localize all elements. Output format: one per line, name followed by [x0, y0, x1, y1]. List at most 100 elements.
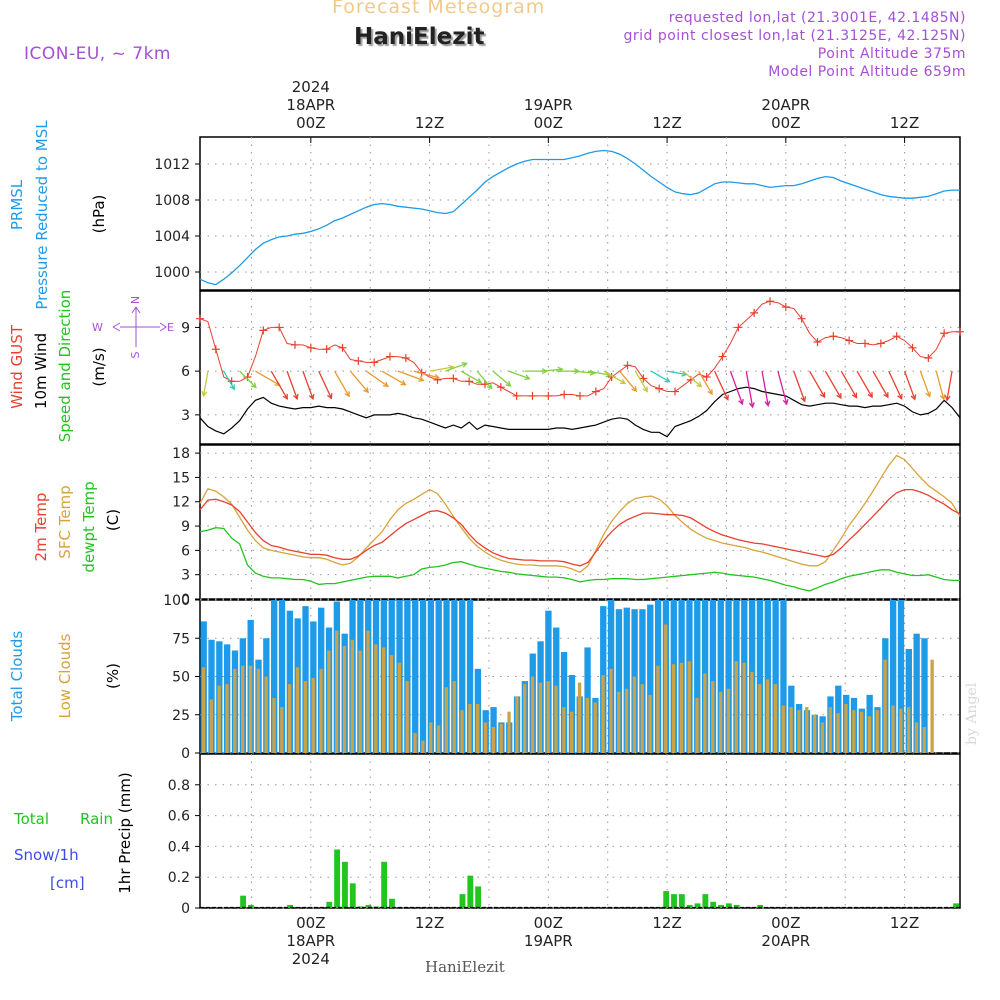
- wind-arrow: [824, 370, 842, 399]
- low-cloud-bar: [570, 711, 574, 753]
- y-tick-label: 0.6: [168, 809, 190, 825]
- total-cloud-bar: [466, 600, 474, 753]
- gust-marker: [196, 314, 204, 323]
- low-cloud-bar: [350, 639, 355, 753]
- y-tick-label: 0.8: [168, 778, 190, 794]
- wind-arrow: [223, 370, 235, 390]
- y-tick-label: 100: [163, 593, 190, 609]
- wind-arrowhead: [939, 394, 946, 401]
- low-cloud-bar: [632, 676, 637, 753]
- low-cloud-bar: [852, 710, 856, 753]
- wind-arrowhead: [250, 382, 257, 389]
- wind-arrowhead: [201, 390, 208, 398]
- y-tick-label: 3: [181, 408, 190, 424]
- y-tick-label: 0: [181, 746, 190, 762]
- pressure-line: [199, 149, 960, 286]
- top-year-label: 2024: [292, 78, 330, 96]
- low-cloud-bar: [609, 668, 613, 753]
- wind-arrowhead: [631, 386, 638, 393]
- wind-arrowhead: [707, 389, 713, 396]
- low-cloud-bar: [554, 685, 558, 753]
- gust-marker: [671, 387, 679, 396]
- rain-bar: [663, 891, 670, 908]
- total-cloud-bar: [897, 600, 905, 753]
- total-cloud-bar: [615, 609, 623, 753]
- wind-arrow: [429, 366, 454, 372]
- gust-marker: [259, 326, 268, 335]
- snow-label: Snow/1h: [14, 846, 79, 864]
- low-cloud-bar: [624, 688, 629, 753]
- total-cloud-bar: [780, 600, 787, 753]
- bottom-hour-label: 00Z: [534, 914, 563, 932]
- low-clouds-label: Low Clouds: [56, 633, 74, 718]
- low-cloud-bar: [836, 713, 840, 753]
- compass-s: S: [129, 351, 142, 358]
- gust-marker: [845, 336, 854, 345]
- wind-arrow: [318, 370, 333, 399]
- low-cloud-bar: [742, 662, 746, 753]
- wind-arrow: [381, 370, 406, 386]
- total-cloud-bar: [725, 600, 732, 753]
- gust-marker: [370, 358, 379, 367]
- top-hour-label: 12Z: [890, 114, 919, 132]
- y-tick-label: 0: [181, 592, 190, 608]
- compass-e: E: [167, 321, 174, 334]
- wind-arrow: [840, 370, 858, 398]
- rain-bar: [389, 898, 395, 908]
- total-cloud-bar: [459, 600, 466, 753]
- chart-title: Forecast Meteogram: [332, 0, 546, 18]
- low-cloud-bar: [476, 704, 480, 753]
- gust-marker: [306, 343, 315, 352]
- low-cloud-bar: [546, 681, 550, 753]
- model-altitude: Model Point Altitude 659m: [768, 64, 966, 80]
- wind-arrowhead: [851, 392, 858, 399]
- wind-arrow: [302, 370, 314, 400]
- low-cloud-bar: [397, 662, 402, 753]
- low-cloud-bar: [758, 684, 762, 753]
- gust-marker: [354, 356, 363, 365]
- gust-marker: [623, 361, 632, 370]
- panel-frame: [199, 290, 961, 445]
- dewpoint-label: dewpt Temp: [80, 481, 98, 572]
- total-cloud-bar: [694, 600, 701, 753]
- low-cloud-bar: [899, 708, 903, 753]
- wind-unit: (m/s): [90, 347, 108, 386]
- low-cloud-bar: [726, 688, 731, 753]
- rain-bar: [342, 861, 348, 908]
- wind-arrowhead: [400, 380, 407, 386]
- gust-marker: [211, 345, 220, 354]
- requested-coords: requested lon,lat (21.3001E, 42.1485N): [668, 10, 966, 26]
- low-cloud-bar: [875, 710, 879, 753]
- rain-bar: [694, 903, 701, 908]
- bottom-hour-label: 12Z: [652, 914, 681, 932]
- temp-2m-line: [199, 488, 961, 567]
- gust-marker: [639, 374, 648, 383]
- total-label: Total: [13, 810, 49, 828]
- wind-arrow: [460, 370, 482, 384]
- gridpoint-coords: grid point closest lon,lat (21.3125E, 42…: [623, 28, 966, 44]
- wind-arrow: [445, 362, 467, 372]
- total-cloud-bar: [271, 600, 278, 753]
- low-cloud-bar: [233, 668, 237, 753]
- top-date-label: 19APR: [524, 96, 573, 114]
- low-cloud-bar: [491, 726, 496, 753]
- wind-arrow: [793, 370, 806, 402]
- y-tick-label: 15: [172, 470, 190, 486]
- low-cloud-bar: [515, 696, 519, 753]
- y-tick-label: 1004: [154, 229, 190, 245]
- wind-arrowhead: [619, 378, 627, 385]
- rain-bar: [725, 903, 732, 908]
- wind-arrowhead: [486, 383, 493, 390]
- gust-marker: [829, 332, 838, 341]
- location-title: HaniElezit: [354, 24, 485, 50]
- low-cloud-bar: [859, 711, 864, 753]
- wind-arrowhead: [292, 393, 299, 401]
- y-tick-label: 9: [181, 519, 190, 535]
- y-tick-label: 0: [181, 901, 190, 917]
- low-cloud-bar: [507, 711, 511, 753]
- low-cloud-bar: [248, 665, 253, 753]
- low-cloud-bar: [429, 722, 433, 753]
- gust-marker: [560, 390, 569, 399]
- wind-arrowhead: [382, 381, 390, 388]
- wind-arrowhead: [764, 400, 771, 407]
